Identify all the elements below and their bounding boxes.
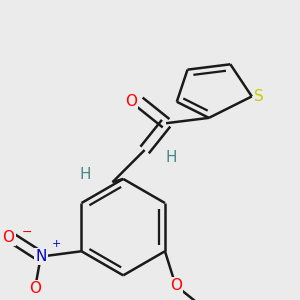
Text: H: H bbox=[80, 167, 92, 182]
Text: O: O bbox=[29, 281, 41, 296]
Text: N: N bbox=[35, 249, 46, 264]
Text: O: O bbox=[125, 94, 137, 109]
Text: O: O bbox=[170, 278, 182, 293]
Text: −: − bbox=[22, 226, 32, 238]
Text: S: S bbox=[254, 89, 264, 104]
Text: +: + bbox=[52, 239, 61, 249]
Text: O: O bbox=[3, 230, 15, 245]
Text: H: H bbox=[166, 150, 177, 165]
